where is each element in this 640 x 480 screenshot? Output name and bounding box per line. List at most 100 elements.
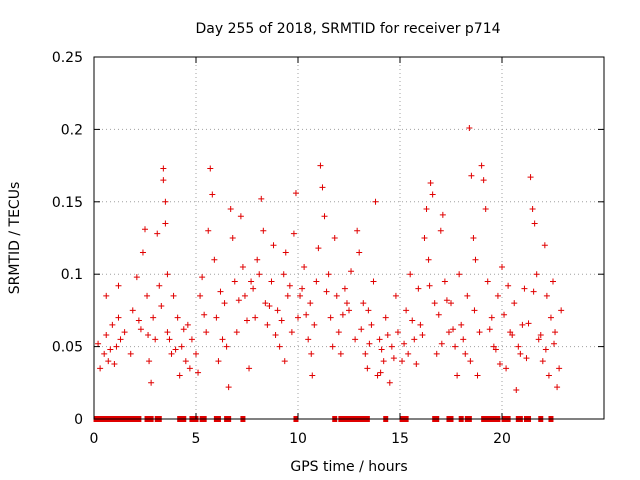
data-point <box>166 336 173 343</box>
data-point <box>284 292 291 299</box>
data-point <box>556 365 563 372</box>
data-point <box>266 303 273 310</box>
data-point <box>203 329 210 336</box>
data-point <box>407 271 414 278</box>
data-point <box>188 336 195 343</box>
data-point <box>377 369 384 376</box>
data-point <box>484 278 491 285</box>
data-point <box>115 282 122 289</box>
data-point <box>270 242 277 249</box>
data-point <box>170 292 177 299</box>
data-point <box>329 343 336 350</box>
data-point <box>523 355 530 362</box>
x-tick-label: 0 <box>90 431 99 447</box>
data-point <box>364 365 371 372</box>
data-point <box>111 360 118 367</box>
data-point <box>215 358 222 365</box>
data-point <box>288 329 295 336</box>
data-point <box>225 384 232 391</box>
data-point <box>450 326 457 333</box>
data-point <box>303 311 310 318</box>
data-point <box>382 314 389 321</box>
data-point <box>390 355 397 362</box>
data-point <box>368 321 375 328</box>
data-point <box>276 343 283 350</box>
data-point <box>315 245 322 252</box>
data-point <box>392 292 399 299</box>
data-point <box>237 213 244 220</box>
data-point <box>254 256 261 263</box>
data-point <box>413 360 420 367</box>
data-point <box>146 358 153 365</box>
data-point <box>260 227 267 234</box>
data-point <box>454 372 461 379</box>
data-point <box>311 321 318 328</box>
data-point <box>403 307 410 314</box>
data-point <box>341 285 348 292</box>
data-point <box>547 314 554 321</box>
data-point <box>145 332 152 339</box>
data-point <box>244 317 250 324</box>
data-point <box>343 300 350 307</box>
data-point <box>354 227 361 234</box>
data-point <box>527 174 534 181</box>
data-point <box>505 282 512 289</box>
data-point <box>115 314 122 321</box>
data-point <box>317 162 324 169</box>
data-point <box>286 282 293 289</box>
data-point <box>356 249 363 256</box>
data-point <box>137 326 144 333</box>
data-point <box>209 191 216 198</box>
data-point <box>386 379 393 386</box>
data-point <box>301 263 308 270</box>
data-point <box>307 300 314 307</box>
data-point <box>201 311 208 318</box>
data-point <box>480 177 487 184</box>
data-point <box>482 206 489 213</box>
data-point <box>399 358 406 365</box>
data-point <box>370 278 377 285</box>
data-point <box>426 282 433 289</box>
data-point <box>509 332 516 339</box>
data-point <box>295 314 301 321</box>
data-point <box>378 346 385 353</box>
data-point <box>158 303 165 310</box>
data-point <box>97 365 104 372</box>
data-point <box>423 206 430 213</box>
data-point <box>376 336 383 343</box>
data-point <box>521 285 528 292</box>
data-point <box>227 206 234 213</box>
data-point <box>551 340 558 347</box>
data-point <box>533 271 540 278</box>
data-point <box>335 329 342 336</box>
data-point <box>439 211 446 218</box>
data-point <box>462 350 469 357</box>
data-point <box>319 184 326 191</box>
x-tick-label: 15 <box>391 431 409 447</box>
data-point <box>292 190 299 197</box>
data-point <box>384 332 391 339</box>
data-point <box>470 235 477 241</box>
data-point <box>148 379 155 386</box>
data-point <box>365 307 372 314</box>
data-point <box>256 271 263 278</box>
data-point <box>541 242 548 249</box>
data-point <box>239 263 246 270</box>
data-point <box>174 314 181 321</box>
data-point <box>346 307 352 314</box>
data-point <box>231 278 238 285</box>
data-point <box>474 372 481 379</box>
data-point <box>109 321 116 328</box>
data-point <box>184 321 191 328</box>
data-point <box>496 360 503 367</box>
data-point <box>250 285 257 292</box>
data-point <box>476 329 483 336</box>
data-point <box>281 358 288 365</box>
data-point <box>205 227 212 234</box>
data-point <box>323 288 330 295</box>
data-point <box>121 329 128 336</box>
data-point <box>515 343 522 350</box>
data-point <box>441 278 448 285</box>
data-point <box>308 350 315 357</box>
data-point <box>142 226 148 233</box>
